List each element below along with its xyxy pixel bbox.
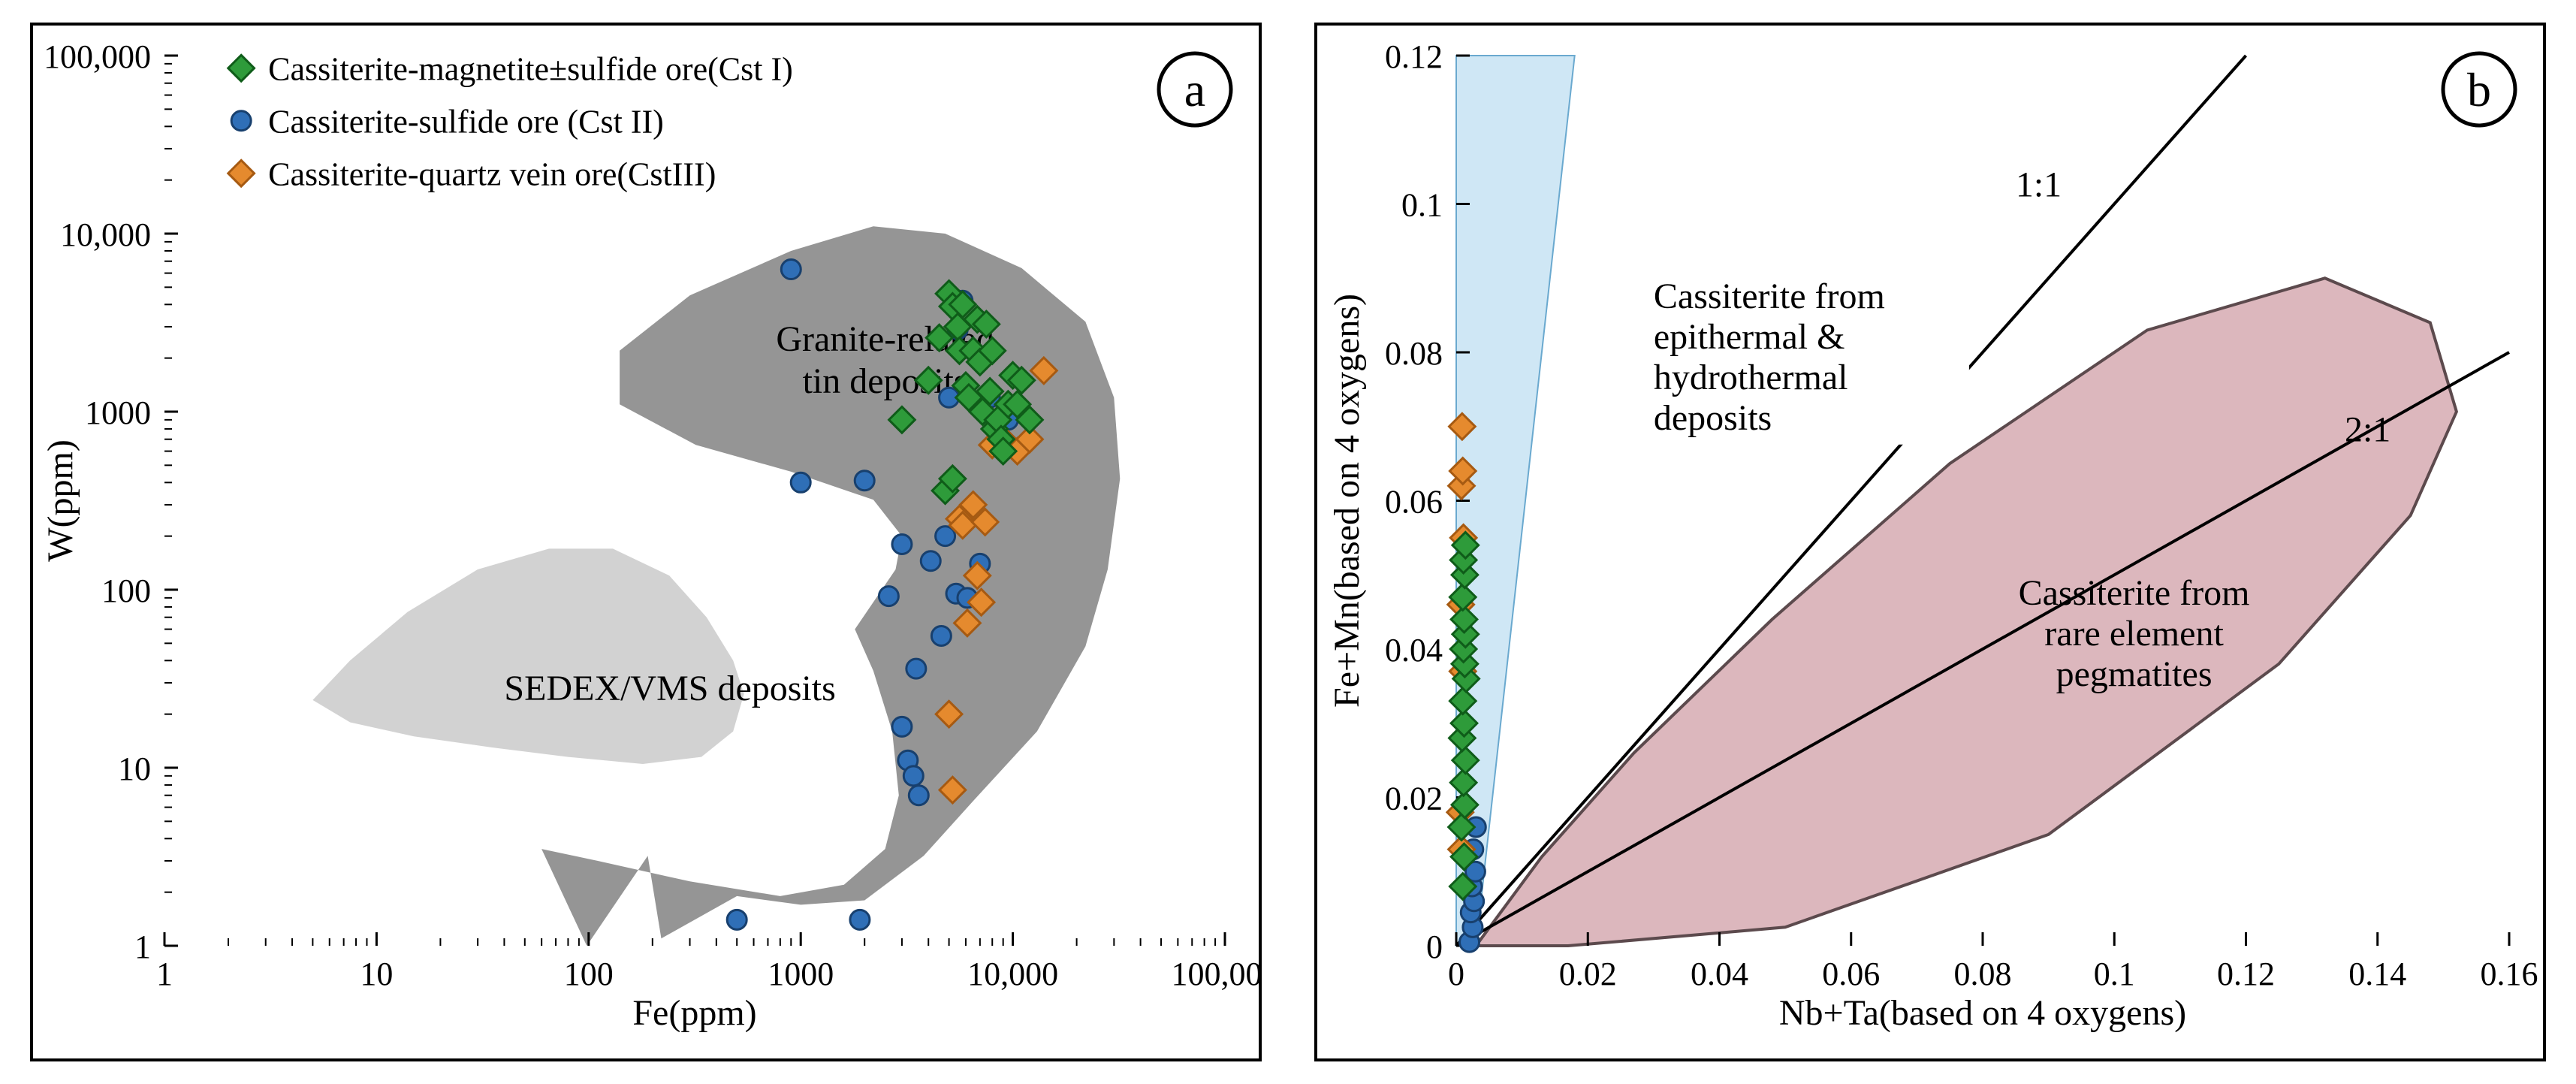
svg-text:0.04: 0.04: [1691, 956, 1748, 992]
svg-text:a: a: [1184, 63, 1205, 116]
svg-text:rare element: rare element: [2044, 614, 2224, 654]
svg-text:100,000: 100,000: [44, 38, 151, 75]
svg-text:0.12: 0.12: [2217, 956, 2275, 992]
svg-text:Cassiterite from: Cassiterite from: [1654, 276, 1885, 316]
svg-text:0.06: 0.06: [1822, 956, 1880, 992]
svg-text:hydrothermal: hydrothermal: [1654, 358, 1848, 397]
svg-text:10: 10: [360, 956, 393, 992]
svg-text:100: 100: [101, 572, 151, 609]
svg-text:Cassiterite-quartz vein ore(Cs: Cassiterite-quartz vein ore(CstIII): [268, 156, 716, 193]
svg-text:1: 1: [156, 956, 173, 992]
svg-text:0.04: 0.04: [1385, 632, 1443, 669]
figure-wrap: Granite-relatedtin depositsSEDEX/VMS dep…: [0, 0, 2576, 1084]
svg-text:1000: 1000: [85, 394, 151, 431]
panel-a: Granite-relatedtin depositsSEDEX/VMS dep…: [30, 23, 1262, 1061]
svg-text:100,000: 100,000: [1172, 956, 1259, 992]
svg-text:SEDEX/VMS deposits: SEDEX/VMS deposits: [504, 669, 835, 708]
svg-text:Cassiterite-magnetite±sulfide: Cassiterite-magnetite±sulfide ore(Cst I): [268, 51, 793, 88]
svg-text:0.08: 0.08: [1954, 956, 2012, 992]
svg-text:Cassiterite from: Cassiterite from: [2019, 573, 2250, 613]
svg-text:0.02: 0.02: [1385, 781, 1443, 817]
svg-text:Nb+Ta(based on 4 oxygens): Nb+Ta(based on 4 oxygens): [1779, 993, 2186, 1033]
svg-text:Fe+Mn(based on 4 oxygens): Fe+Mn(based on 4 oxygens): [1327, 294, 1367, 708]
svg-text:1000: 1000: [768, 956, 834, 992]
svg-text:10: 10: [118, 750, 151, 787]
svg-text:10,000: 10,000: [967, 956, 1058, 992]
svg-text:0.02: 0.02: [1559, 956, 1617, 992]
svg-text:0.06: 0.06: [1385, 484, 1443, 521]
svg-text:0.1: 0.1: [2094, 956, 2135, 992]
svg-text:0.16: 0.16: [2481, 956, 2538, 992]
svg-text:deposits: deposits: [1654, 398, 1772, 438]
svg-text:1:1: 1:1: [2016, 165, 2062, 205]
svg-text:100: 100: [564, 956, 614, 992]
panel-b: 1:1 2:1 0 0.02 0.04 0.06 0.08 0.1 0.12 0.14 0.16 0 0…: [1314, 23, 2546, 1061]
svg-text:pegmatites: pegmatites: [2056, 654, 2213, 694]
svg-text:10,000: 10,000: [60, 216, 151, 253]
svg-text:W(ppm): W(ppm): [41, 439, 80, 562]
svg-text:2:1: 2:1: [2345, 410, 2390, 450]
svg-text:0.12: 0.12: [1385, 38, 1443, 75]
svg-text:0.08: 0.08: [1385, 335, 1443, 372]
svg-text:0: 0: [1426, 928, 1443, 965]
svg-text:0.1: 0.1: [1401, 187, 1443, 224]
svg-text:epithermal &: epithermal &: [1654, 317, 1845, 357]
svg-text:Fe(ppm): Fe(ppm): [632, 993, 756, 1033]
svg-text:Cassiterite-sulfide ore (Cst I: Cassiterite-sulfide ore (Cst II): [268, 104, 664, 140]
svg-text:0.14: 0.14: [2348, 956, 2406, 992]
svg-text:0: 0: [1448, 956, 1464, 992]
svg-text:1: 1: [134, 928, 151, 965]
svg-text:b: b: [2467, 63, 2491, 116]
